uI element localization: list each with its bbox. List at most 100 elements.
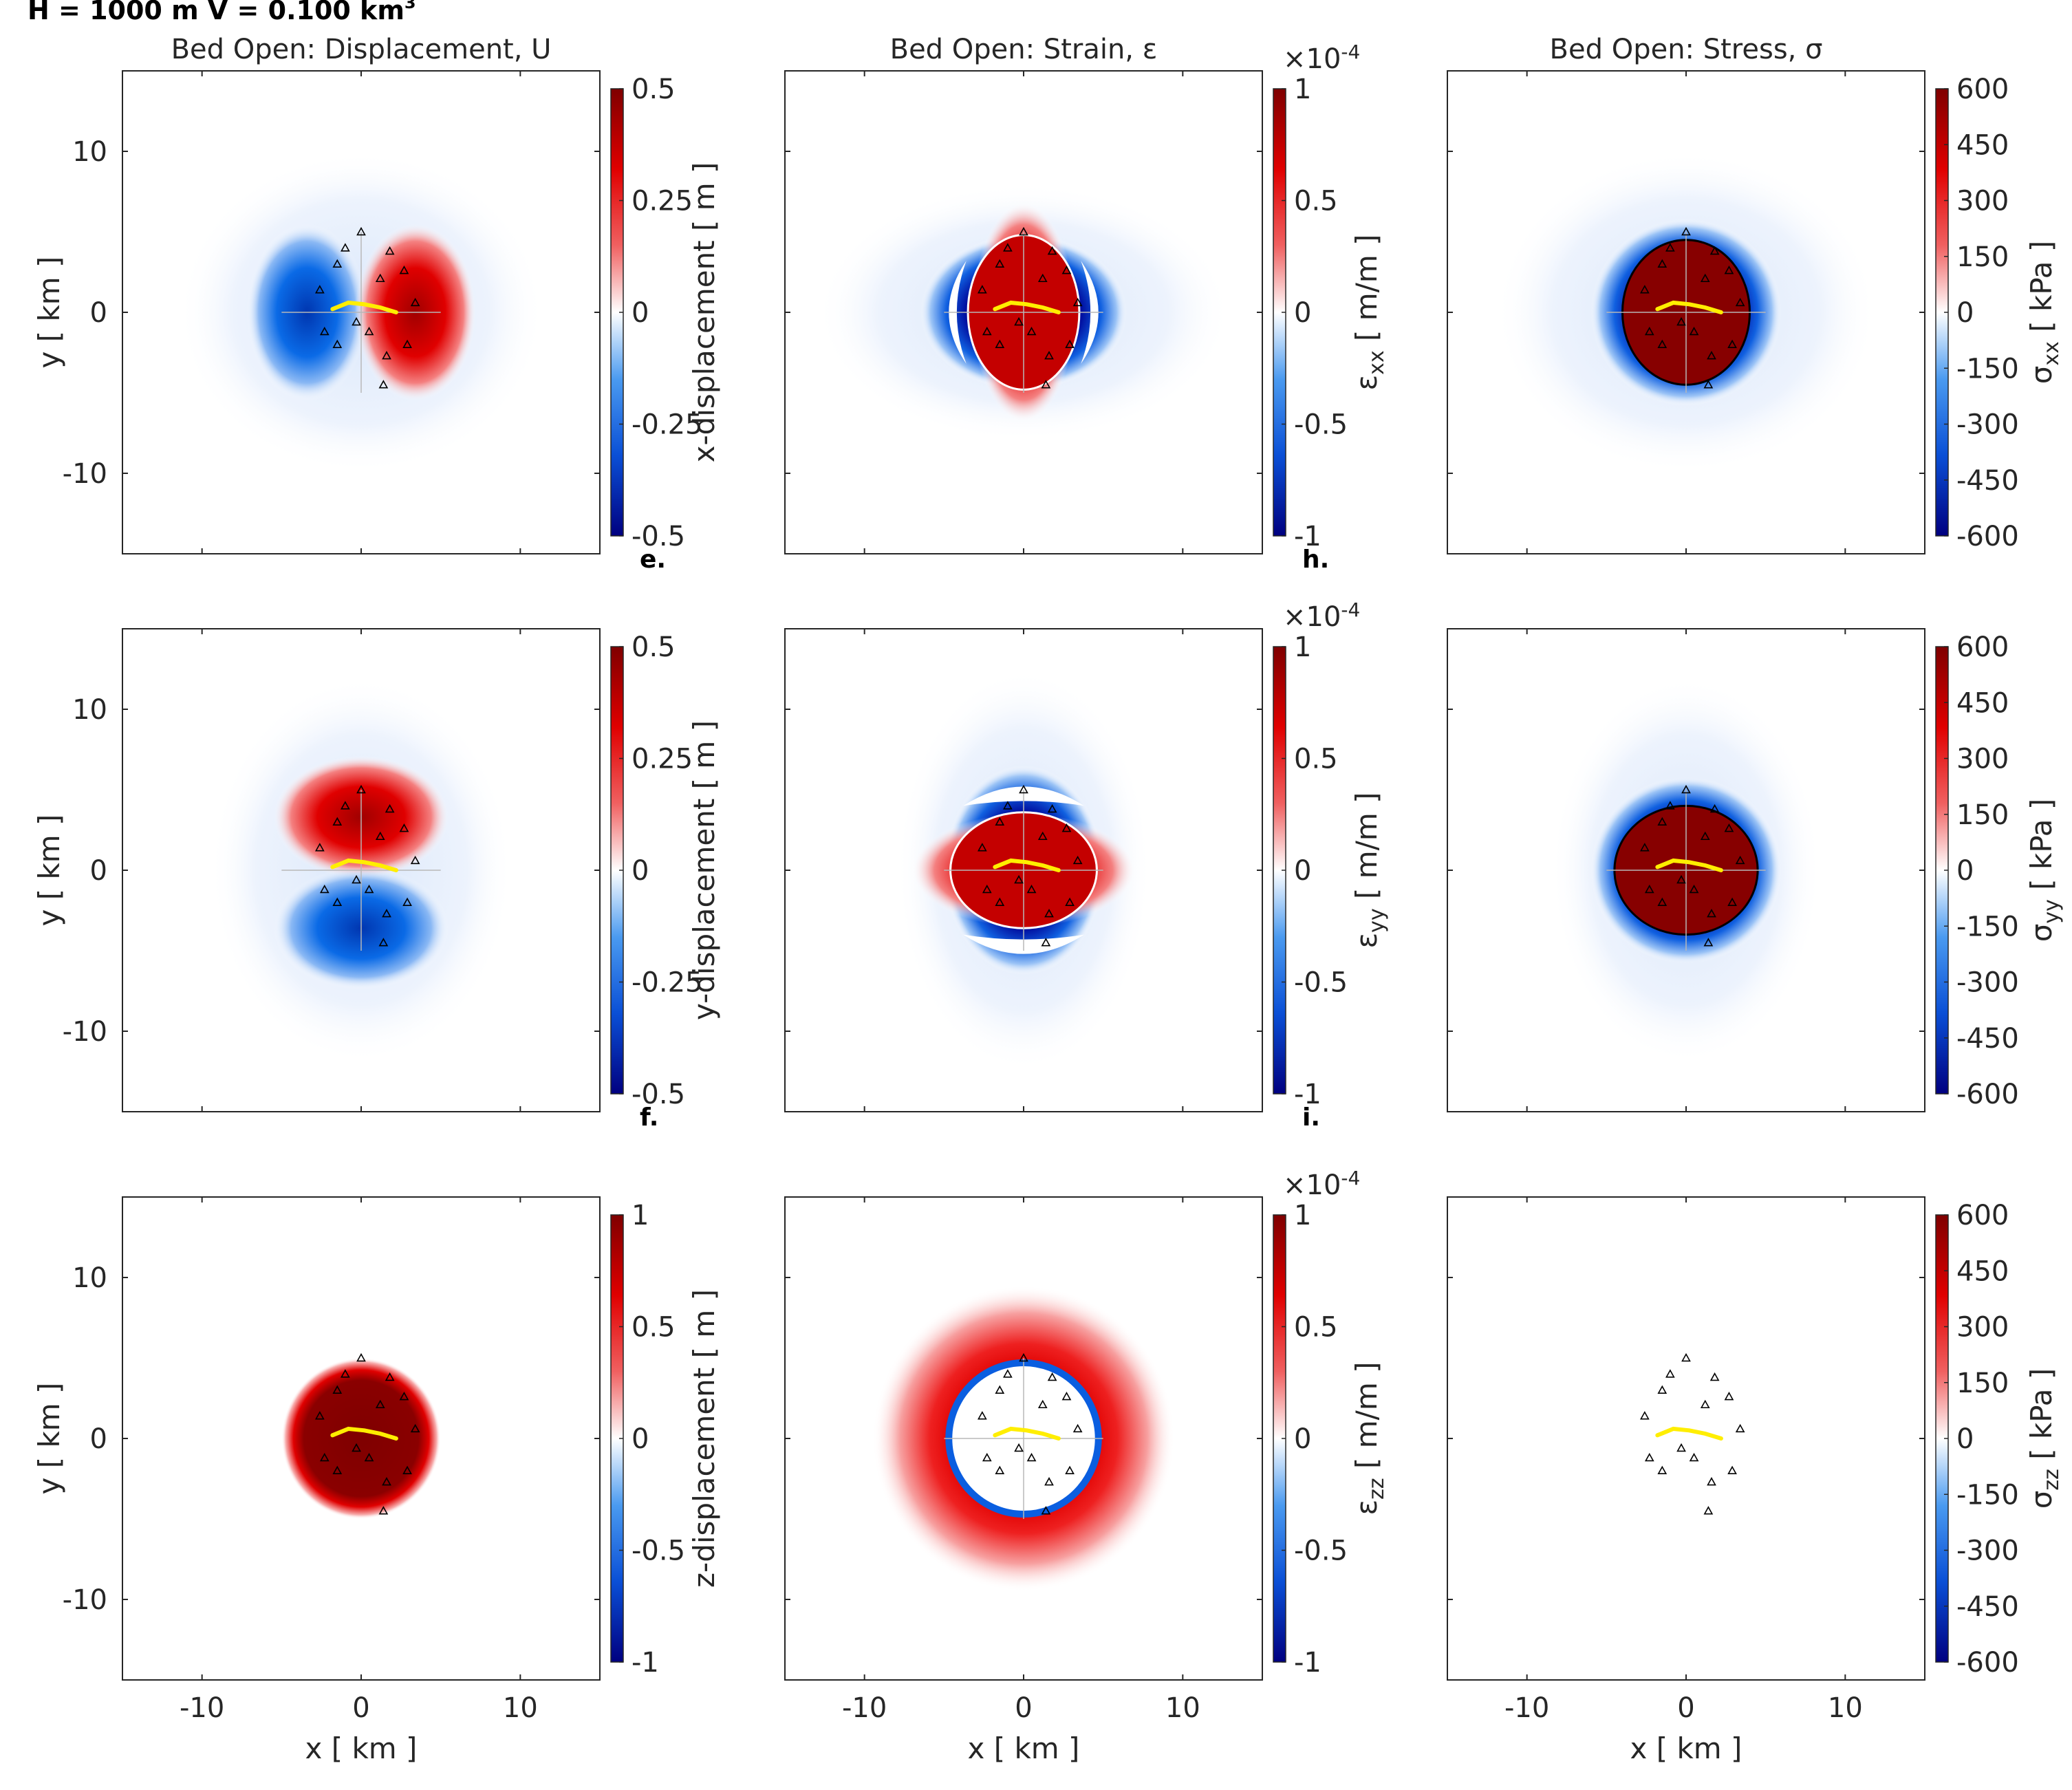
station-marker <box>1037 273 1048 283</box>
colorbar-tick-label: 0.5 <box>632 1312 676 1344</box>
feature-line <box>993 300 1061 314</box>
panel-1-1: 1 0.5 0 -0.5 -1 ×10-4 εyy [ m/m ] i. <box>784 599 1389 1132</box>
y-tick-label: 0 <box>90 855 107 887</box>
feature-line <box>1655 1426 1723 1441</box>
station-marker <box>378 380 389 389</box>
station-marker <box>382 351 391 360</box>
colorbar-tick-label: 150 <box>1956 799 2009 831</box>
station-marker <box>995 817 1005 826</box>
panel-letter: e. <box>640 546 666 574</box>
station-marker <box>1003 1369 1013 1378</box>
station-marker <box>1644 884 1654 894</box>
x-tick-label: 0 <box>1677 1692 1694 1724</box>
station-marker <box>1665 1369 1675 1378</box>
heatmap-field <box>1639 1352 1745 1515</box>
panel-letter: i. <box>1302 1103 1320 1132</box>
station-marker <box>1707 1477 1716 1486</box>
colorbar-label: εzz [ m/m ] <box>1350 1361 1389 1515</box>
station-marker <box>1657 1385 1668 1394</box>
station-marker <box>378 1506 389 1515</box>
station-marker <box>341 1369 350 1378</box>
station-marker <box>332 1385 343 1394</box>
station-marker <box>1047 246 1057 255</box>
colorbar-tick-label: 300 <box>1956 186 2009 217</box>
feature-line <box>993 858 1061 872</box>
colorbar-tick-label: 0 <box>1294 297 1311 329</box>
station-marker <box>1735 297 1745 307</box>
x-tick-label: 10 <box>1828 1692 1863 1724</box>
station-marker <box>1709 246 1720 255</box>
label-unit: [ m/m ] <box>1350 234 1383 350</box>
label-unit: [ kPa ] <box>2025 241 2058 341</box>
station-marker <box>1041 1506 1051 1515</box>
station-marker <box>1003 801 1013 810</box>
colorbar-tick-label: 0.25 <box>632 186 693 217</box>
feature-line <box>330 858 398 872</box>
colorbar-tick-label: 0 <box>1956 1423 1974 1455</box>
station-marker <box>1703 380 1714 389</box>
station-marker <box>995 1385 1005 1394</box>
colorbar-tick-label: -150 <box>1956 353 2019 385</box>
colorbar-tick-label: 1 <box>1294 632 1311 663</box>
colorbar-exponent: ×10-4 <box>1283 1167 1360 1201</box>
colorbar-tick-label: -0.5 <box>632 521 685 552</box>
station-marker <box>341 243 350 252</box>
colorbar-tick-label: -300 <box>1956 1535 2019 1567</box>
station-marker <box>1019 784 1028 794</box>
station-marker <box>1037 831 1048 841</box>
colorbar-tick-label: -0.5 <box>1294 967 1348 999</box>
heatmap-field <box>817 183 1231 442</box>
station-marker <box>1703 938 1714 947</box>
station-marker <box>1707 351 1716 360</box>
white-crescent-left <box>949 261 967 364</box>
station-marker <box>1709 1372 1720 1381</box>
colorbar-tick-label: -450 <box>1956 1591 2019 1623</box>
plot-background <box>1447 1197 1925 1680</box>
station-marker <box>1026 326 1037 336</box>
station-marker <box>1072 297 1083 307</box>
station-marker <box>1657 1465 1668 1474</box>
station-marker <box>375 273 385 283</box>
station-marker <box>1657 897 1668 906</box>
colorbar-label: εyy [ m/m ] <box>1350 792 1389 948</box>
station-marker <box>1709 804 1720 813</box>
feature-line <box>330 300 398 314</box>
station-marker <box>1707 909 1716 918</box>
colorbar-tick-label: -450 <box>1956 1023 2019 1055</box>
station-marker <box>1003 243 1013 252</box>
panel-2-0: -10 0 10 10 0 -10 x [ km ] y [ km ] 1 0.5 0 -0.5 -1 z… <box>32 1196 721 1765</box>
panel-0-1: Bed Open: Strain, ε 1 0.5 0 -0.5 -1 ×10-4 εxx [… <box>784 34 1389 574</box>
colorbar-tick-label: -300 <box>1956 967 2019 999</box>
station-marker <box>332 817 343 826</box>
colorbar-tick-label: -600 <box>1956 1647 2019 1679</box>
y-tick-label: -10 <box>63 458 107 490</box>
colorbar-tick-label: 600 <box>1956 74 2009 105</box>
panel-title: Bed Open: Displacement, U <box>171 34 552 65</box>
station-marker <box>1065 339 1075 348</box>
label-symbol: σ <box>2025 924 2058 942</box>
colorbar-tick-label: 0 <box>632 297 649 329</box>
station-marker <box>1727 339 1737 348</box>
station-marker <box>1700 831 1710 841</box>
colorbar-tick-label: -1 <box>1294 521 1321 552</box>
station-marker <box>1665 801 1675 810</box>
feature-line <box>1655 858 1723 872</box>
label-unit: [ m/m ] <box>1350 792 1383 908</box>
colorbar-tick-label: -450 <box>1956 465 2019 497</box>
y-tick-label: 0 <box>90 1423 107 1455</box>
exponent-base: ×10 <box>1283 43 1341 75</box>
station-marker <box>364 326 374 336</box>
label-subscript: xx <box>1365 350 1389 375</box>
station-marker <box>1026 884 1037 894</box>
colorbar-tick-label: 0.25 <box>632 744 693 775</box>
colorbar-label: z-displacement [ m ] <box>687 1289 721 1588</box>
colorbar-tick-label: 150 <box>1956 1368 2009 1399</box>
y-axis-label: y [ km ] <box>32 257 66 369</box>
station-marker <box>1681 226 1691 236</box>
exponent-base: ×10 <box>1283 1169 1341 1201</box>
station-marker <box>1689 884 1699 894</box>
station-marker <box>1026 1452 1037 1462</box>
y-tick-label: 10 <box>72 694 107 726</box>
header-text: H = 1000 m V = 0.100 km3 <box>28 0 416 25</box>
station-marker <box>1724 823 1734 832</box>
